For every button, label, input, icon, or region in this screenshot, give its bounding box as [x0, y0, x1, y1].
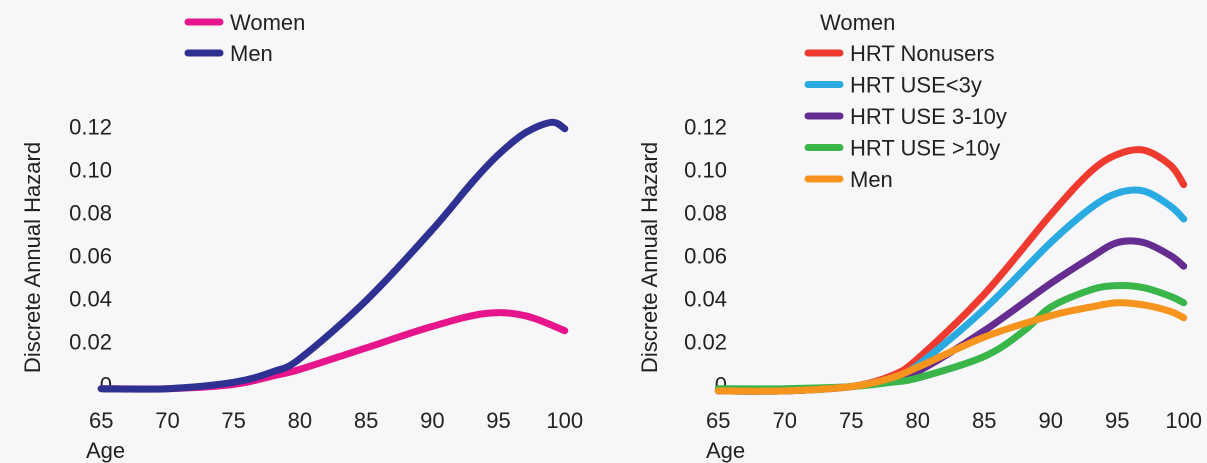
series-line [97, 309, 569, 393]
legend-title: Women [820, 10, 895, 35]
y-tick-label: 0.10 [684, 158, 727, 183]
x-tick-label: 70 [155, 408, 179, 433]
y-axis-label: Discrete Annual Hazard [20, 142, 45, 373]
y-tick-label: 0.12 [69, 115, 112, 140]
series-line [714, 186, 1188, 395]
y-tick-label: 0.04 [69, 286, 112, 311]
x-tick-label: 95 [486, 408, 510, 433]
x-tick-label: 75 [221, 408, 245, 433]
x-tick-label: 100 [1165, 408, 1202, 433]
y-tick-label: 0.12 [684, 115, 727, 140]
x-tick-label: 85 [972, 408, 996, 433]
chart-left: 0 0.02 0.04 0.06 0.08 0.10 0.12 65 70 75 80 85 90 95 1… [20, 10, 583, 463]
legend-label: HRT USE >10y [850, 136, 1000, 161]
x-axis-label: Age [706, 438, 745, 463]
x-axis-label: Age [86, 438, 125, 463]
y-tick-label: 0 [100, 372, 112, 397]
x-tick-label: 80 [288, 408, 312, 433]
legend-label: HRT USE<3y [850, 73, 982, 98]
series-line [97, 118, 569, 393]
y-tick-label: 0.08 [69, 201, 112, 226]
y-tick-label: 0.06 [684, 244, 727, 269]
x-tick-label: 80 [906, 408, 930, 433]
legend-label: Men [230, 41, 273, 66]
x-tick-label: 100 [546, 408, 583, 433]
x-tick-label: 85 [354, 408, 378, 433]
y-tick-label: 0.10 [69, 158, 112, 183]
x-tick-label: 65 [706, 408, 730, 433]
x-tick-label: 75 [839, 408, 863, 433]
legend-label: Men [850, 167, 893, 192]
y-tick-label: 0.08 [684, 201, 727, 226]
legend-label: Women [230, 10, 305, 35]
x-tick-label: 90 [420, 408, 444, 433]
x-tick-label: 70 [773, 408, 797, 433]
x-tick-label: 95 [1105, 408, 1129, 433]
y-axis-label: Discrete Annual Hazard [637, 142, 662, 373]
y-tick-label: 0.04 [684, 286, 727, 311]
legend-label: HRT Nonusers [850, 41, 995, 66]
x-tick-label: 90 [1038, 408, 1062, 433]
series-line [714, 299, 1188, 395]
y-tick-label: 0.06 [69, 244, 112, 269]
y-tick-label: 0.02 [684, 329, 727, 354]
x-tick-label: 65 [89, 408, 113, 433]
y-tick-label: 0.02 [69, 329, 112, 354]
legend-label: HRT USE 3-10y [850, 104, 1007, 129]
